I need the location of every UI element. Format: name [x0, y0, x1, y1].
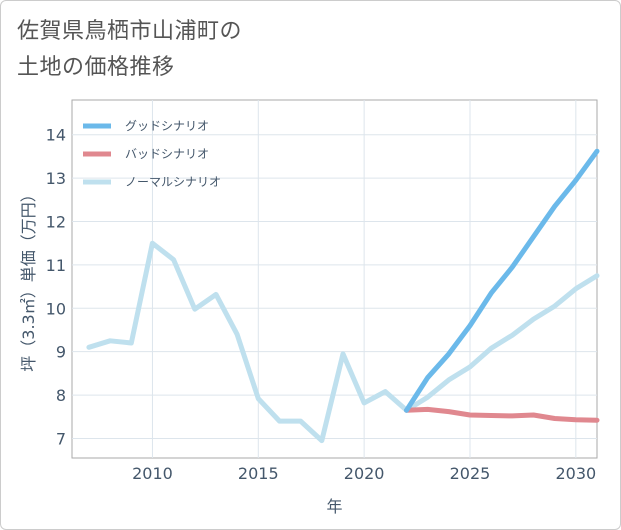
y-tick-label: 9 [56, 343, 66, 362]
x-tick-label: 2030 [555, 464, 596, 483]
y-tick-label: 7 [56, 429, 66, 448]
legend-label: バッドシナリオ [125, 147, 209, 161]
series-line-1 [404, 148, 600, 413]
series-lines [86, 148, 600, 444]
y-tick-label: 10 [46, 299, 66, 318]
x-axis-label: 年 [326, 497, 342, 516]
y-axis-label: 坪（3.3㎡）単価（万円） [19, 186, 38, 371]
legend-label: グッドシナリオ [125, 119, 209, 133]
series-line-2 [404, 406, 600, 423]
y-tick-label: 14 [46, 126, 66, 145]
y-tick-label: 13 [46, 169, 66, 188]
chart-title: 佐賀県鳥栖市山浦町の 土地の価格推移 [17, 14, 242, 86]
series-line-3 [86, 240, 600, 444]
chart-title-line2: 土地の価格推移 [17, 55, 175, 80]
x-tick-label: 2025 [450, 464, 491, 483]
y-tick-label: 12 [46, 213, 66, 232]
chart-title-line1: 佐賀県鳥栖市山浦町の [17, 19, 243, 44]
y-tick-label: 11 [46, 256, 66, 275]
legend-label: ノーマルシナリオ [125, 175, 221, 189]
x-tick-label: 2020 [344, 464, 385, 483]
x-tick-label: 2015 [238, 464, 279, 483]
x-tick-label: 2010 [132, 464, 173, 483]
y-tick-label: 8 [56, 386, 66, 405]
axis-ticks: 7 8 9 10 11 12 13 14 2010 2015 2020 2025 2030 [46, 126, 597, 483]
